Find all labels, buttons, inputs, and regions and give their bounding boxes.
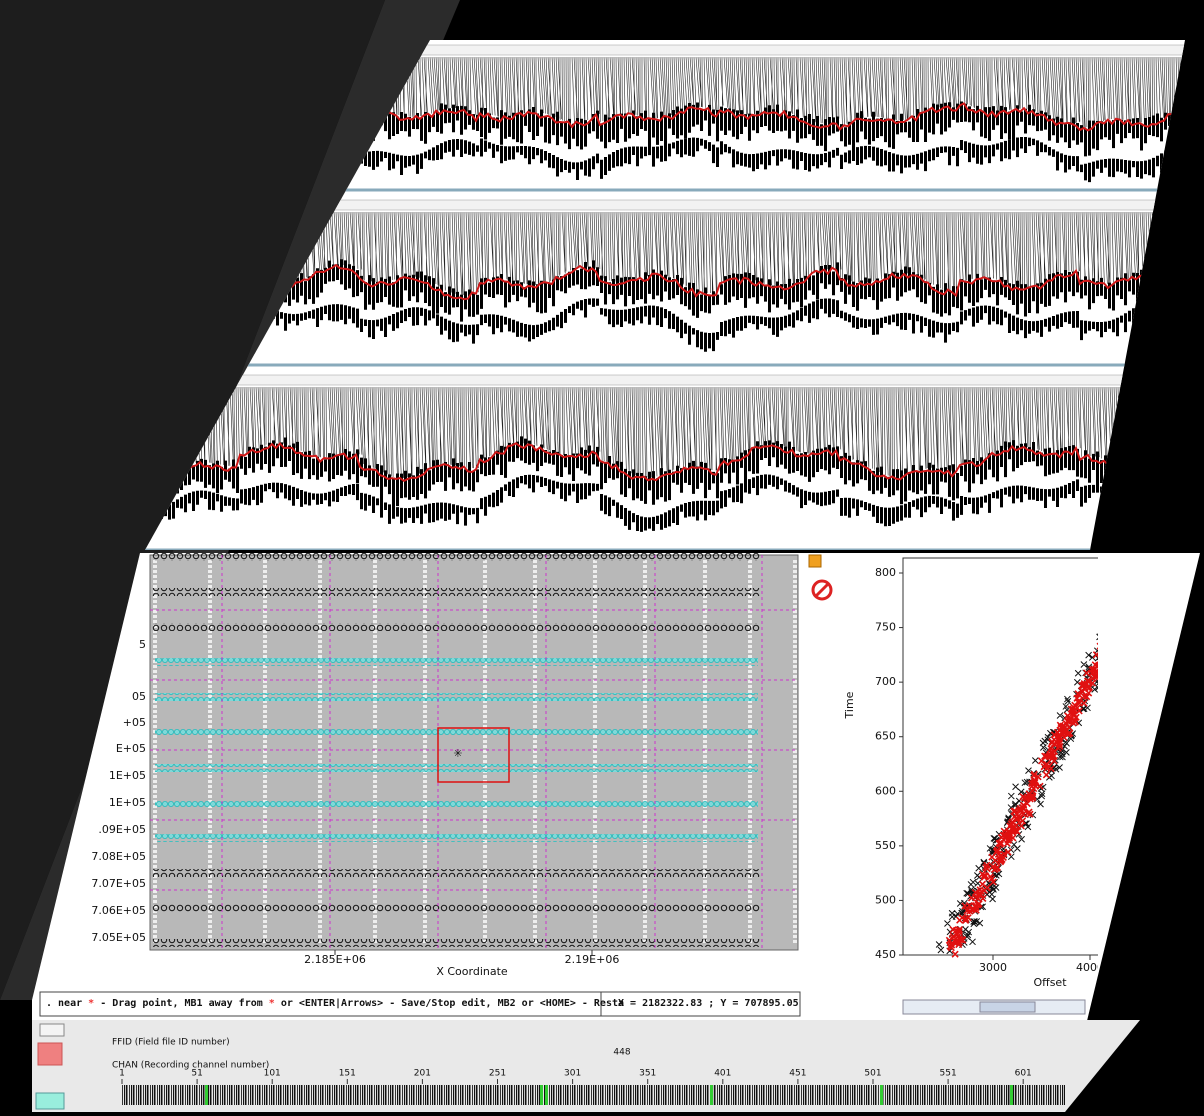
trace-fill [145, 259, 1185, 352]
map-area [149, 554, 799, 951]
y-tick-label: 7.06E+05 [91, 904, 146, 917]
x-axis-label: X Coordinate [436, 965, 508, 978]
offset-plot-area: 450 500 550 600 650 700 750 800 3000 4000 Offset [875, 557, 1104, 989]
receiver-row [152, 869, 760, 877]
y-tick-label: 550 [875, 839, 896, 852]
tool-button[interactable] [35, 1092, 65, 1110]
source-row [155, 693, 758, 701]
highlight-trace [710, 1085, 713, 1105]
y-tick-label: 750 [875, 621, 896, 634]
pick-line [145, 441, 1185, 483]
selected-point: ✳ [453, 747, 462, 760]
receiver-row [152, 623, 760, 631]
status-bar [39, 991, 801, 1017]
receiver-row [152, 553, 760, 561]
panel-header [145, 44, 1185, 56]
y-tick-label: 600 [875, 784, 896, 797]
y-tick-label: 5 [139, 638, 146, 651]
hint-text: - Drag point, MB1 away from [94, 997, 269, 1009]
hint-star: * [269, 998, 275, 1009]
y-tick-label: 7.05E+05 [91, 931, 146, 944]
chan-tick-label: 601 [1015, 1069, 1032, 1079]
highlight-trace [540, 1085, 543, 1105]
ffid-label: FFID (Field file ID number) [112, 1038, 230, 1048]
selection-box [437, 727, 510, 783]
y-axis-label: Time [843, 691, 856, 719]
y-tick-label: .09E+05 [98, 823, 146, 836]
status-coords: X = 2182322.83 ; Y = 707895.05 [618, 998, 799, 1009]
chan-tick-label: 351 [639, 1069, 656, 1079]
stop-icon-bar [814, 582, 830, 598]
plot-frame [902, 557, 1098, 956]
y-tick-label: 700 [875, 675, 896, 688]
channel-axis: 1 51 101 151 201 251 301 351 401 451 501 551 601 [119, 1069, 1032, 1105]
x-axis-label: Offset [1033, 976, 1067, 989]
chan-tick-label: 401 [714, 1069, 731, 1079]
x-tick-label: 2.185E+06 [304, 953, 366, 966]
y-tick-label: 450 [875, 948, 896, 961]
chan-tick-label: 501 [864, 1069, 881, 1079]
receiver-row [152, 588, 760, 596]
trace-barcode [122, 1085, 1065, 1105]
y-tick-label: 650 [875, 730, 896, 743]
map-plot: ✳ 7.05E+05 7.06E+05 7.07E+05 7.08E+05 .09E+05… [91, 553, 799, 978]
highlight-trace [545, 1085, 548, 1105]
y-tick-label: 1E+05 [109, 769, 146, 782]
pick-crosses-selected [945, 642, 1098, 958]
chan-tick-label: 551 [940, 1069, 957, 1079]
y-tick-label: 800 [875, 566, 896, 579]
chan-tick-label: 101 [264, 1069, 281, 1079]
x-tick-label: 3000 [979, 961, 1007, 974]
offset-plot: 450 500 550 600 650 700 750 800 3000 4000 Offset Ti… [843, 557, 1104, 989]
y-tick-label: 05 [132, 690, 146, 703]
y-tick-label: 7.08E+05 [91, 850, 146, 863]
chan-tick-label: 201 [414, 1069, 431, 1079]
highlight-trace [880, 1085, 883, 1105]
hint-star: * [88, 998, 94, 1009]
trace-fill [145, 101, 1185, 183]
color-swatch[interactable] [37, 1042, 63, 1066]
source-row [155, 658, 758, 666]
pick-line [145, 263, 1185, 301]
panel-header [145, 199, 1185, 211]
chan-label: CHAN (Recording channel number) [112, 1061, 269, 1071]
source-row [155, 799, 758, 807]
x-tick-label: 4000 [1076, 961, 1104, 974]
hint-text: . near [46, 998, 88, 1009]
highlight-trace [1010, 1085, 1013, 1105]
y-tick-label: +05 [123, 716, 146, 729]
toolbar-icon[interactable] [808, 554, 822, 568]
status-hint: . near * - Drag point, MB1 away from * o… [46, 997, 624, 1009]
panel-header [145, 374, 1185, 386]
highlight-trace [205, 1085, 208, 1105]
ffid-value: 448 [613, 1048, 630, 1058]
scroll-thumb[interactable] [979, 1001, 1036, 1013]
chan-tick-label: 151 [339, 1069, 356, 1079]
hint-text: or <ENTER|Arrows> - Save/Stop edit, MB2 … [275, 997, 624, 1009]
collapse-button[interactable] [39, 1023, 65, 1037]
y-tick-label: E+05 [116, 742, 146, 755]
y-tick-label: 1E+05 [109, 796, 146, 809]
source-row [155, 764, 758, 772]
y-tick-label: 500 [875, 893, 896, 906]
chan-tick-label: 301 [564, 1069, 581, 1079]
chan-tick-label: 51 [191, 1069, 202, 1079]
receiver-row [152, 904, 760, 912]
source-row [155, 834, 758, 842]
chan-tick-label: 451 [789, 1069, 806, 1079]
chan-tick-label: 251 [489, 1069, 506, 1079]
chan-tick-label: 1 [119, 1069, 125, 1079]
y-tick-label: 7.07E+05 [91, 877, 146, 890]
source-row [155, 728, 758, 736]
trace-wiggles [145, 386, 1185, 478]
trace-fill [145, 436, 1185, 532]
x-tick-label: 2.19E+06 [565, 953, 620, 966]
receiver-row [152, 939, 760, 947]
